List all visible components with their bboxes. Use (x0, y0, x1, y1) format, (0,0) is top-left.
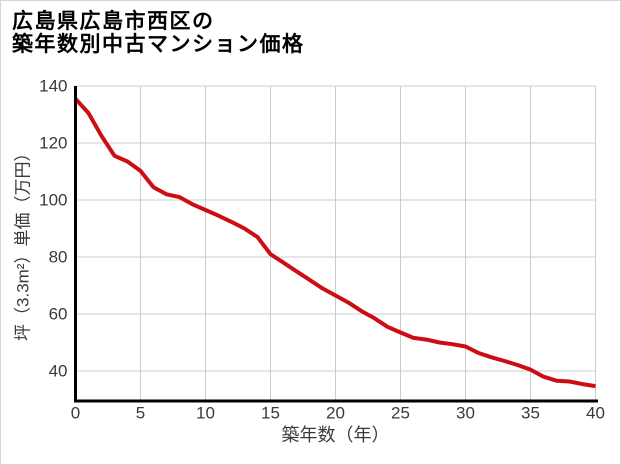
y-tick-label: 40 (49, 362, 68, 381)
y-tick-label: 100 (39, 191, 67, 210)
x-tick-label: 25 (391, 404, 410, 423)
x-tick-label: 10 (196, 404, 215, 423)
y-tick-label: 60 (49, 305, 68, 324)
y-tick-label: 80 (49, 248, 68, 267)
x-tick-label: 30 (456, 404, 475, 423)
x-tick-label: 20 (326, 404, 345, 423)
x-tick-label: 5 (136, 404, 145, 423)
x-tick-label: 40 (586, 404, 605, 423)
x-tick-label: 0 (71, 404, 80, 423)
price-line (74, 97, 596, 389)
chart-title-line2: 築年数別中古マンション価格 (12, 33, 305, 56)
y-tick-label: 140 (39, 77, 67, 96)
x-tick-label: 35 (521, 404, 540, 423)
y-tick-label: 120 (39, 134, 67, 153)
x-tick-label: 15 (261, 404, 280, 423)
chart-title: 広島県広島市西区の 築年数別中古マンション価格 (12, 10, 305, 56)
y-axis-title: 坪（3.3m²）単価（万円） (14, 145, 33, 341)
chart-title-line1: 広島県広島市西区の (12, 10, 215, 33)
x-axis-title: 築年数（年） (282, 425, 390, 445)
